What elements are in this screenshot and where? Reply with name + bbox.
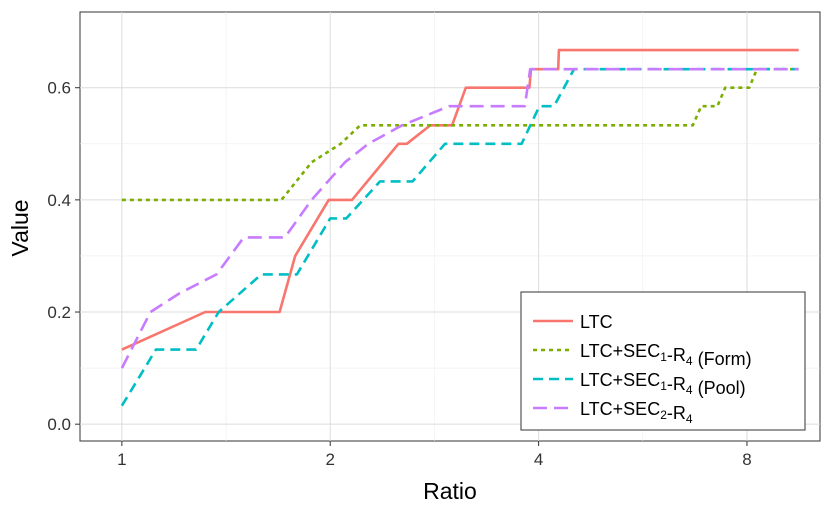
- y-tick-label: 0.0: [47, 415, 71, 434]
- plot-series: [120, 48, 799, 407]
- x-tick-label: 8: [742, 450, 751, 469]
- series-line: [120, 67, 799, 407]
- y-tick-label: 0.2: [47, 303, 71, 322]
- legend-label: LTC+SEC1-R4 (Pool): [580, 370, 746, 398]
- x-axis-title: Ratio: [423, 478, 477, 504]
- legend-label: LTC+SEC2-R4: [580, 399, 693, 426]
- legend-box: [520, 291, 806, 431]
- y-tick-label: 0.4: [47, 191, 71, 210]
- y-axis-title: Value: [7, 199, 33, 256]
- x-tick-label: 4: [534, 450, 543, 469]
- x-tick-label: 1: [117, 450, 126, 469]
- legend: LTC LTC+SEC1-R4 (Form)LTC+SEC1-R4 (Pool)L…: [520, 291, 806, 431]
- series-line: [120, 67, 799, 369]
- legend-label: LTC: [580, 312, 613, 332]
- axes: 1 2 4 8 0.0 0.2 0.4 0.6: [47, 79, 751, 469]
- legend-label: LTC+SEC1-R4 (Form): [580, 341, 752, 369]
- y-tick-label: 0.6: [47, 79, 71, 98]
- x-tick-label: 2: [325, 450, 334, 469]
